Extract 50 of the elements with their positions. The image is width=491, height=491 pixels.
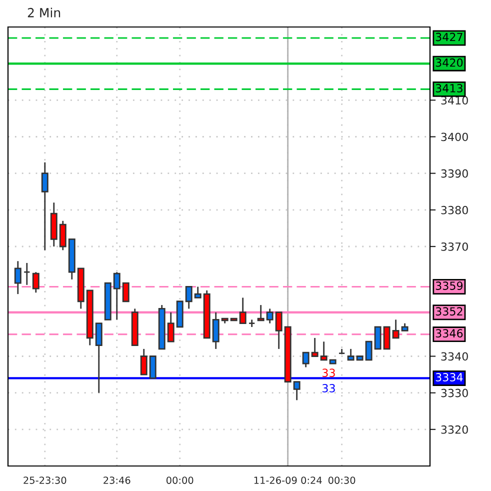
candlestick [149, 356, 156, 379]
y-tick-label: 3320 [441, 425, 468, 434]
candlestick [302, 352, 310, 368]
candlestick [32, 271, 40, 294]
y-tick-label: 3370 [441, 242, 468, 251]
candlestick [239, 297, 246, 324]
candlestick [41, 162, 48, 251]
x-tick-label: 23:46 [104, 476, 130, 484]
candlestick [320, 340, 328, 361]
x-tick-label: 00:30 [328, 476, 356, 484]
candlestick [185, 286, 192, 310]
y-tick-label: 3400 [441, 132, 468, 142]
candlestick [113, 271, 120, 320]
candlestick [194, 286, 202, 298]
candlestick [392, 318, 400, 339]
ref-line-label: 3352 [436, 307, 462, 316]
candlestick [140, 348, 148, 376]
candlestick [275, 312, 282, 350]
candlestick [59, 220, 66, 251]
ref-line-label: 3427 [436, 32, 462, 42]
y-tick-label: 3340 [441, 352, 468, 361]
ref-line-label: 3346 [436, 329, 463, 338]
candlestick [95, 322, 102, 394]
candlestick [293, 381, 300, 401]
candlestick [311, 337, 318, 357]
candlestick [257, 304, 264, 322]
x-tick-label: 25-23:30 [24, 476, 66, 484]
ref-line-label: 3334 [436, 373, 463, 382]
candlestick [383, 326, 390, 350]
candlestick [365, 340, 372, 361]
candlestick [212, 312, 220, 350]
annotation: 33 [322, 384, 335, 392]
candlestick [122, 282, 130, 302]
chart-title: 2 Min [28, 8, 60, 18]
candlestick [347, 348, 354, 361]
y-tick-label: 3390 [441, 169, 468, 178]
ref-line-label: 3413 [436, 84, 462, 92]
x-tick-label: 00:00 [166, 476, 194, 484]
ref-line-label: 3359 [436, 282, 463, 290]
y-tick-label: 3380 [441, 206, 468, 214]
ref-line-label: 3420 [436, 58, 463, 67]
y-tick-label: 3410 [441, 96, 468, 105]
annotation: 33 [322, 368, 335, 378]
candlestick [167, 312, 174, 342]
candlestick [374, 326, 382, 350]
x-tick-label: 11-26-09 0:24 [254, 476, 322, 484]
candlestick [23, 262, 30, 286]
candlestick [14, 260, 22, 295]
y-tick-label: 3330 [441, 388, 468, 398]
candlestick [266, 308, 274, 324]
